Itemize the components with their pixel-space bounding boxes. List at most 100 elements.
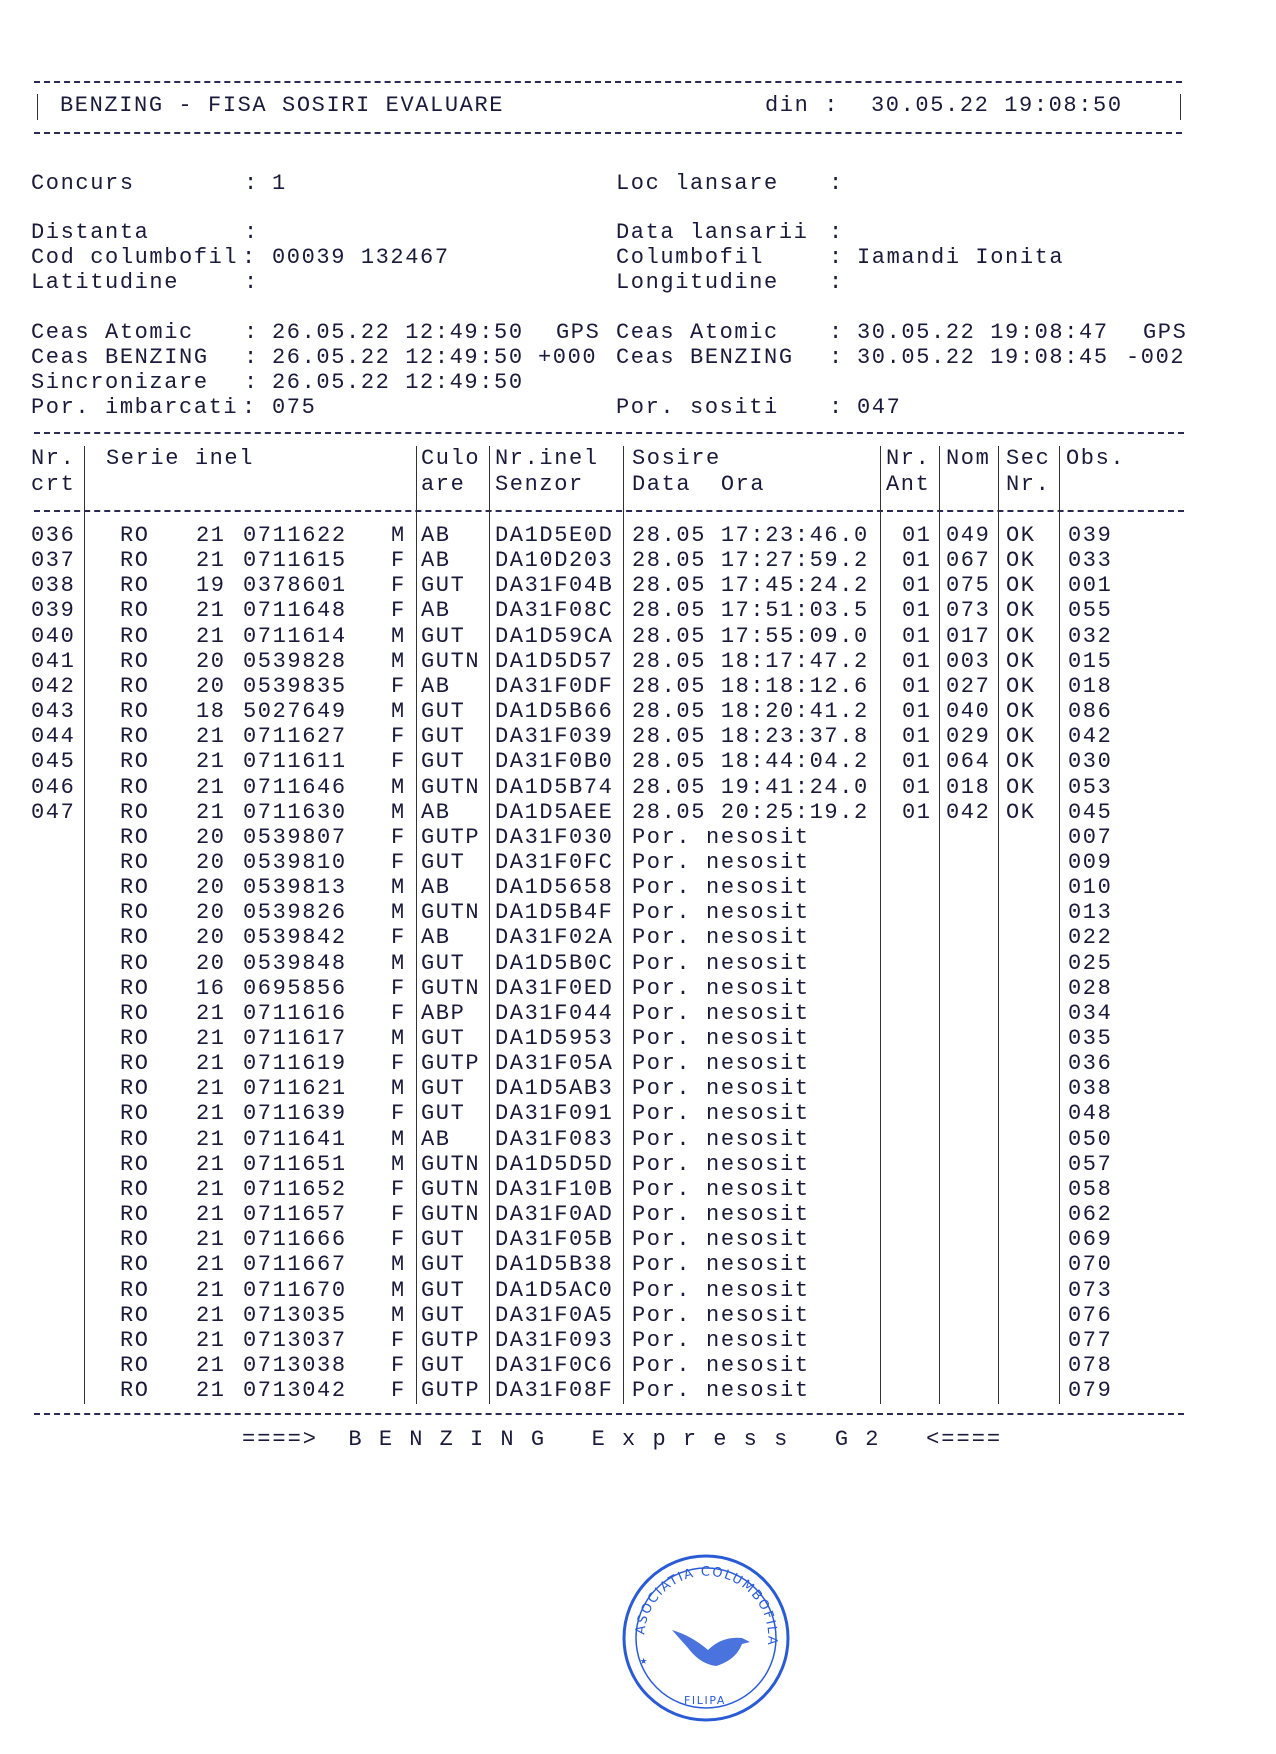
cell-year: 21 bbox=[196, 548, 226, 574]
cell-obs: 038 bbox=[1068, 1076, 1113, 1102]
cell-ring-number: 0539813 bbox=[243, 875, 347, 901]
cell-nom: 075 bbox=[946, 573, 991, 599]
cell-sensor: DA1D59CA bbox=[495, 623, 614, 649]
cell-color: AB bbox=[421, 875, 451, 901]
cell-obs: 030 bbox=[1068, 749, 1113, 775]
cell-ring-number: 0711622 bbox=[243, 523, 347, 548]
ceas-atomic-end-suffix: GPS bbox=[1143, 320, 1188, 345]
cell-sensor: DA1D5B0C bbox=[495, 950, 614, 976]
cell-year: 21 bbox=[196, 1277, 226, 1303]
cell-nr-crt: 046 bbox=[31, 774, 76, 800]
cell-obs: 028 bbox=[1068, 975, 1113, 1001]
col-serie-inel: Serie inel bbox=[106, 446, 255, 471]
cell-sensor: DA31F0AD bbox=[495, 1202, 614, 1228]
cell-sex: F bbox=[391, 548, 406, 574]
cell-ring-number: 0711652 bbox=[243, 1176, 347, 1202]
table-header-border bbox=[34, 510, 1184, 512]
cell-country: RO bbox=[120, 975, 150, 1001]
cell-obs: 069 bbox=[1068, 1227, 1113, 1253]
cell-nr-ant: 01 bbox=[902, 548, 932, 574]
column-divider bbox=[489, 446, 490, 1404]
cell-arrival: Por. nesosit bbox=[632, 1302, 810, 1328]
cell-country: RO bbox=[120, 673, 150, 699]
svg-text:★: ★ bbox=[640, 1654, 649, 1668]
cell-sensor: DA31F0FC bbox=[495, 849, 614, 875]
cell-color: GUTN bbox=[421, 774, 481, 800]
cell-country: RO bbox=[120, 724, 150, 750]
cell-nom: 029 bbox=[946, 724, 991, 750]
cell-sex: F bbox=[391, 1202, 406, 1228]
cell-country: RO bbox=[120, 1151, 150, 1177]
cell-obs: 032 bbox=[1068, 623, 1113, 649]
cell-color: GUT bbox=[421, 623, 466, 649]
cell-color: GUT bbox=[421, 749, 466, 775]
cell-ring-number: 0711657 bbox=[243, 1202, 347, 1228]
cell-sex: F bbox=[391, 598, 406, 624]
cell-country: RO bbox=[120, 950, 150, 976]
cell-obs: 007 bbox=[1068, 824, 1113, 850]
cell-ring-number: 0711666 bbox=[243, 1227, 347, 1253]
cell-ring-number: 0711630 bbox=[243, 799, 347, 825]
cell-year: 20 bbox=[196, 849, 226, 875]
cell-ring-number: 0539848 bbox=[243, 950, 347, 976]
ceas-benzing-end-label: Ceas BENZING bbox=[616, 345, 794, 370]
cell-sex: M bbox=[391, 1151, 406, 1177]
data-lansarii-label: Data lansarii bbox=[616, 220, 809, 245]
cell-sex: M bbox=[391, 950, 406, 976]
cell-year: 19 bbox=[196, 573, 226, 599]
cell-sensor: DA31F044 bbox=[495, 1000, 614, 1026]
cell-ring-number: 0711627 bbox=[243, 724, 347, 750]
cell-ring-number: 0711646 bbox=[243, 774, 347, 800]
cell-nom: 049 bbox=[946, 523, 991, 548]
por-sositi-label: Por. sositi bbox=[616, 395, 779, 420]
cell-arrival: Por. nesosit bbox=[632, 900, 810, 926]
cell-country: RO bbox=[120, 1202, 150, 1228]
cell-nr-crt: 040 bbox=[31, 623, 76, 649]
cell-sex: M bbox=[391, 1252, 406, 1278]
longitudine-label: Longitudine bbox=[616, 270, 779, 295]
cell-year: 21 bbox=[196, 1202, 226, 1228]
cell-ring-number: 0539842 bbox=[243, 925, 347, 951]
cell-sensor: DA31F0C6 bbox=[495, 1352, 614, 1378]
cell-arrival: Por. nesosit bbox=[632, 1000, 810, 1026]
cell-nr-ant: 01 bbox=[902, 774, 932, 800]
cell-obs: 050 bbox=[1068, 1126, 1113, 1152]
cell-ring-number: 0713038 bbox=[243, 1352, 347, 1378]
cell-sensor: DA31F083 bbox=[495, 1126, 614, 1152]
colon: : bbox=[829, 320, 844, 345]
cell-country: RO bbox=[120, 1252, 150, 1278]
cell-obs: 073 bbox=[1068, 1277, 1113, 1303]
cell-arrival: 28.05 19:41:24.0 bbox=[632, 774, 869, 800]
cell-nr-crt: 036 bbox=[31, 523, 76, 548]
svg-text:ASOCIATIA COLUMBOFILA: ASOCIATIA COLUMBOFILA bbox=[633, 1565, 779, 1647]
cell-year: 21 bbox=[196, 1378, 226, 1404]
cell-nr-crt: 042 bbox=[31, 673, 76, 699]
loc-lansare-label: Loc lansare bbox=[616, 171, 779, 196]
cell-nr-ant: 01 bbox=[902, 623, 932, 649]
cell-ring-number: 0539810 bbox=[243, 849, 347, 875]
cell-ring-number: 0711621 bbox=[243, 1076, 347, 1102]
cell-sec: OK bbox=[1006, 598, 1036, 624]
col-nr-inel: Nr.inel bbox=[495, 446, 599, 471]
cell-sex: M bbox=[391, 1026, 406, 1051]
cell-arrival: 28.05 17:45:24.2 bbox=[632, 573, 869, 599]
columbofil-value: Iamandi Ionita bbox=[857, 245, 1065, 270]
cell-nom: 067 bbox=[946, 548, 991, 574]
cell-arrival: Por. nesosit bbox=[632, 1101, 810, 1127]
cell-arrival: 28.05 18:17:47.2 bbox=[632, 648, 869, 674]
cell-sensor: DA31F08F bbox=[495, 1378, 614, 1404]
cell-arrival: Por. nesosit bbox=[632, 975, 810, 1001]
cell-color: GUTN bbox=[421, 1176, 481, 1202]
col-culoare: Culo bbox=[421, 446, 481, 471]
cell-country: RO bbox=[120, 523, 150, 548]
cell-sec: OK bbox=[1006, 724, 1036, 750]
sincronizare-label: Sincronizare bbox=[31, 370, 209, 395]
col-nr-crt: Nr. bbox=[31, 446, 76, 471]
ceas-benzing-end-value: 30.05.22 19:08:45 bbox=[857, 345, 1109, 370]
cell-ring-number: 0539835 bbox=[243, 673, 347, 699]
cell-ring-number: 0711667 bbox=[243, 1252, 347, 1278]
cell-obs: 010 bbox=[1068, 875, 1113, 901]
cell-nr-ant: 01 bbox=[902, 799, 932, 825]
cell-color: GUT bbox=[421, 1227, 466, 1253]
cell-sensor: DA1D5B74 bbox=[495, 774, 614, 800]
